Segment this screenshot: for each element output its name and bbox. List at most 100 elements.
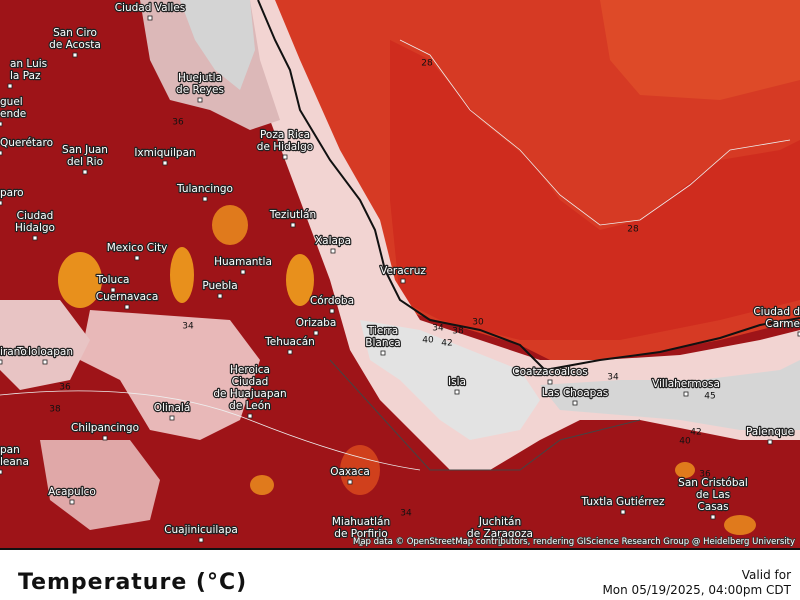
border bbox=[329, 359, 641, 471]
city-label: Ciudad bbox=[17, 210, 54, 222]
map-edge bbox=[0, 548, 800, 550]
city-dot bbox=[124, 304, 130, 310]
city-dot bbox=[72, 52, 78, 58]
contour-label: 42 bbox=[441, 339, 452, 349]
city-label: Coatzacoalcos bbox=[512, 366, 587, 378]
city-dot bbox=[683, 391, 689, 397]
city-label: Chilpancingo bbox=[71, 422, 139, 434]
city-dot bbox=[147, 15, 153, 21]
city-label: Ciudad Valles bbox=[115, 2, 186, 14]
contour-label: 34 bbox=[607, 373, 619, 383]
city-label: de Porfirio bbox=[334, 528, 387, 540]
contour-label: 36 bbox=[172, 118, 184, 128]
contour-label: 38 bbox=[452, 327, 464, 337]
city-label: San Juan bbox=[62, 144, 108, 156]
city-label: pan bbox=[0, 444, 20, 456]
city-dot bbox=[169, 415, 175, 421]
city-label: Cuernavaca bbox=[96, 291, 159, 303]
city-dot bbox=[767, 439, 773, 445]
city-label: leana bbox=[0, 456, 29, 468]
city-label: Tehuacán bbox=[264, 336, 315, 348]
footer-title: Temperature (°C) bbox=[18, 570, 248, 595]
city-dot bbox=[0, 150, 3, 156]
city-label: Heroica bbox=[230, 364, 270, 376]
city-dot bbox=[620, 509, 626, 515]
contour-label: 28 bbox=[421, 59, 433, 69]
city-dot bbox=[358, 541, 364, 547]
city-dot bbox=[42, 359, 48, 365]
city-label: San Cristóbal bbox=[678, 477, 748, 489]
city-dot bbox=[110, 287, 116, 293]
city-label: de Zaragoza bbox=[467, 528, 533, 540]
city-dot bbox=[7, 83, 13, 89]
city-dot bbox=[32, 235, 38, 241]
hot-spot bbox=[250, 475, 274, 495]
city-dot bbox=[497, 541, 503, 547]
city-dot bbox=[347, 479, 353, 485]
city-label: de Reyes bbox=[176, 84, 224, 96]
city-label: Carme bbox=[765, 318, 800, 330]
city-label: Toluca bbox=[96, 274, 130, 286]
city-label: Las Choapas bbox=[542, 387, 609, 399]
city-dot bbox=[0, 200, 3, 206]
city-label: Xalapa bbox=[315, 235, 351, 247]
city-label: guel bbox=[0, 96, 23, 108]
city-dot bbox=[454, 389, 460, 395]
warm-sea bbox=[600, 0, 800, 100]
valid-time: Mon 05/19/2025, 04:00pm CDT bbox=[602, 583, 791, 597]
contour-label: 40 bbox=[679, 437, 691, 447]
hot-spot bbox=[724, 515, 756, 535]
city-label: Ixmiquilpan bbox=[134, 147, 195, 159]
city-label: ende bbox=[0, 108, 26, 120]
city-dot bbox=[797, 331, 800, 337]
hot-spot bbox=[170, 247, 194, 303]
city-label: paro bbox=[0, 187, 24, 199]
city-label: de Huajuapan bbox=[213, 388, 286, 400]
cool-zone bbox=[540, 360, 800, 430]
cool-zone bbox=[360, 320, 540, 440]
city-label: Juchitán bbox=[478, 516, 521, 528]
city-dot bbox=[287, 349, 293, 355]
city-dot bbox=[710, 514, 716, 520]
highland bbox=[80, 310, 260, 440]
city-label: Teziutlán bbox=[269, 209, 316, 221]
contour-label: 42 bbox=[690, 428, 701, 438]
city-dot bbox=[330, 248, 336, 254]
city-label: del Rio bbox=[67, 156, 103, 168]
city-label: Orizaba bbox=[296, 317, 337, 329]
city-label: Olinalá bbox=[154, 402, 191, 414]
cool-zone bbox=[180, 0, 255, 90]
city-label: Puebla bbox=[202, 280, 237, 292]
contour-label: 34 bbox=[432, 324, 444, 334]
city-dot bbox=[134, 255, 140, 261]
contour-label: 40 bbox=[422, 336, 434, 346]
city-label: Huejutla bbox=[178, 72, 222, 84]
city-label: Huamantla bbox=[214, 256, 272, 268]
city-label: Veracruz bbox=[380, 265, 426, 277]
city-label: Cuajinicuilapa bbox=[164, 524, 238, 536]
hot-spot bbox=[675, 462, 695, 478]
city-label: Villahermosa bbox=[652, 378, 720, 390]
contour-label: 45 bbox=[704, 392, 715, 402]
city-label: irano bbox=[0, 346, 27, 358]
city-label: Córdoba bbox=[310, 295, 354, 307]
city-label: Palenque bbox=[746, 426, 794, 438]
city-dot bbox=[202, 196, 208, 202]
city-label: an Luis bbox=[10, 58, 47, 70]
city-label: Casas bbox=[697, 501, 728, 513]
city-label: Teloloapan bbox=[16, 346, 73, 358]
city-dot bbox=[102, 435, 108, 441]
city-label: Mexico City bbox=[107, 242, 168, 254]
city-label: de Las bbox=[696, 489, 730, 501]
city-dot bbox=[217, 293, 223, 299]
city-dot bbox=[69, 499, 75, 505]
city-dot bbox=[329, 308, 335, 314]
city-dot bbox=[240, 269, 246, 275]
city-label: de Acosta bbox=[49, 39, 101, 51]
city-dot bbox=[282, 154, 288, 160]
contour-line bbox=[0, 390, 421, 471]
city-dot bbox=[0, 121, 3, 127]
cool-sea bbox=[390, 40, 800, 340]
valid-label: Valid for bbox=[741, 568, 791, 582]
